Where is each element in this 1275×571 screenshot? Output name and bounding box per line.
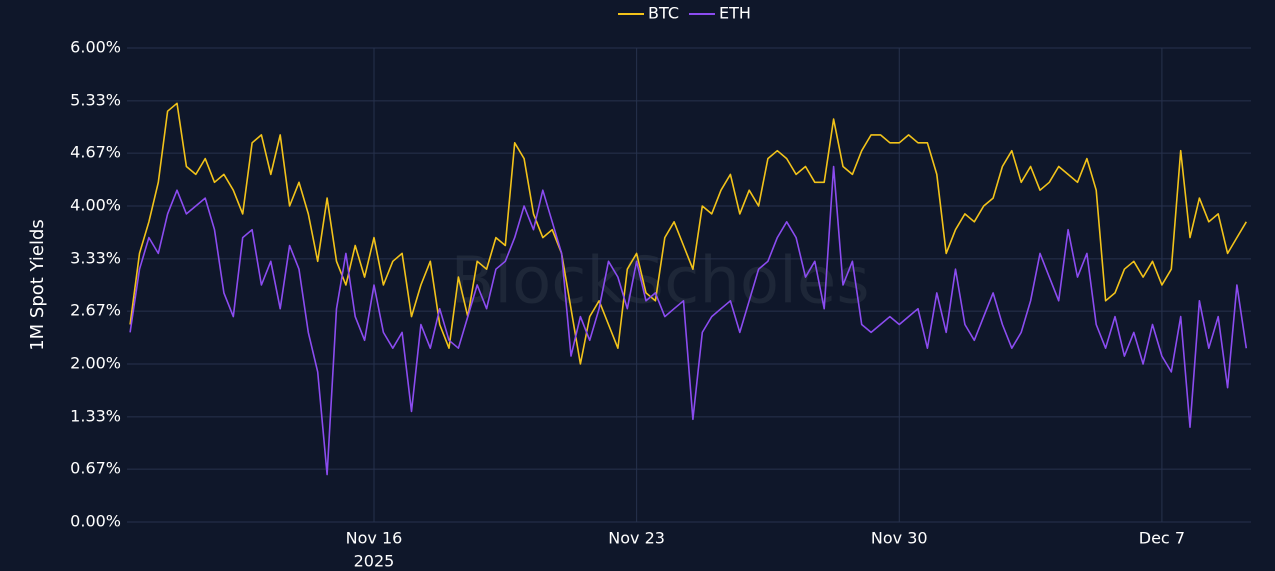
- x-tick-label: Dec 7: [1139, 529, 1185, 548]
- x-tick-label: Nov 16: [346, 529, 403, 548]
- watermark: BlockScholes: [450, 245, 869, 319]
- y-tick-label: 3.33%: [70, 248, 121, 267]
- y-tick-label: 4.00%: [70, 196, 121, 215]
- y-tick-label: 0.00%: [70, 512, 121, 531]
- y-tick-label: 0.67%: [70, 459, 121, 478]
- y-tick-label: 4.67%: [70, 143, 121, 162]
- y-tick-label: 5.33%: [70, 90, 121, 109]
- series-line: [129, 165, 1248, 476]
- y-tick-label: 6.00%: [70, 38, 121, 57]
- y-tick-label: 2.67%: [70, 301, 121, 320]
- legend-label: BTC: [648, 4, 679, 23]
- y-tick-label: 1.33%: [70, 406, 121, 425]
- y-tick-label: 2.00%: [70, 354, 121, 373]
- legend-label: ETH: [719, 4, 751, 23]
- x-tick-label: Nov 30: [871, 529, 928, 548]
- series-line: [129, 102, 1247, 365]
- x-tick-label: Nov 23: [608, 529, 665, 548]
- x-year-label: 2025: [354, 552, 395, 571]
- y-axis-label: 1M Spot Yields: [27, 219, 48, 351]
